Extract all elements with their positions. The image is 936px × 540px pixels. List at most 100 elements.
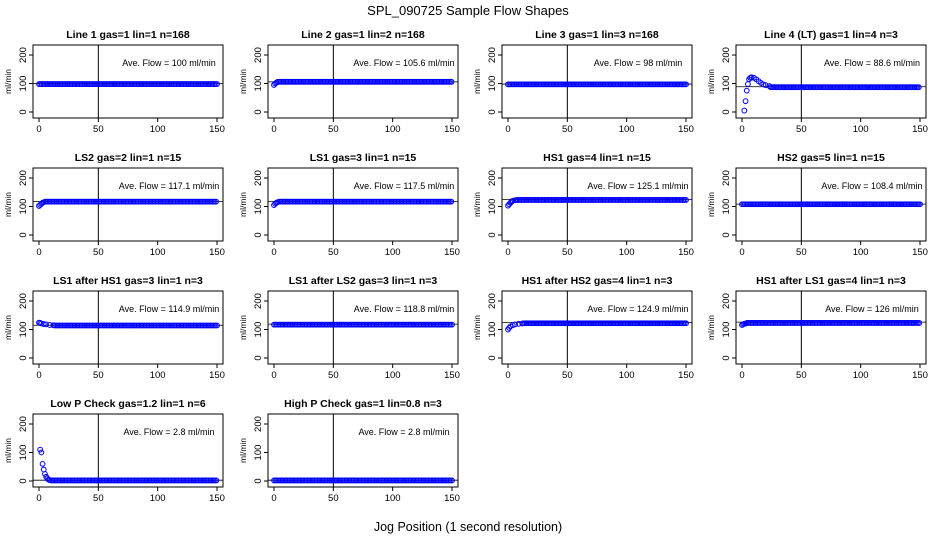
plot-frame	[267, 44, 459, 119]
plot-frame	[32, 167, 224, 242]
flow-series	[741, 74, 922, 114]
figure-x-axis-label: Jog Position (1 second resolution)	[374, 520, 562, 534]
y-tick-label: 0	[721, 355, 732, 360]
x-tick-label: 150	[912, 370, 928, 381]
x-tick-label: 100	[150, 493, 166, 504]
average-flow-annotation: Ave. Flow = 88.6 ml/min	[824, 58, 920, 68]
x-tick-label: 100	[150, 247, 166, 258]
data-point	[748, 74, 755, 81]
panel-title: LS1 after LS2 gas=3 lin=1 n=3	[289, 275, 438, 287]
x-tick-label: 50	[93, 124, 104, 135]
y-tick-label: 0	[18, 478, 29, 483]
x-tick-label: 100	[619, 370, 635, 381]
panel-title: Line 1 gas=1 lin=1 n=168	[66, 29, 190, 41]
x-tick-label: 0	[505, 124, 510, 135]
x-tick-label: 150	[444, 247, 460, 258]
average-flow-annotation: Ave. Flow = 126 ml/min	[825, 304, 919, 314]
x-tick-label: 100	[853, 370, 869, 381]
y-tick-label: 200	[487, 47, 498, 63]
x-tick-label: 100	[385, 493, 401, 504]
y-axis-label: ml/min	[238, 438, 248, 463]
y-tick-label: 200	[18, 47, 29, 63]
x-tick-label: 50	[328, 493, 339, 504]
average-flow-annotation: Ave. Flow = 100 ml/min	[122, 58, 216, 68]
x-tick-label: 150	[678, 370, 694, 381]
average-flow-annotation: Ave. Flow = 2.8 ml/min	[358, 427, 449, 437]
y-axis-label: ml/min	[238, 192, 248, 217]
data-point	[448, 198, 455, 205]
y-tick-label: 0	[253, 109, 264, 114]
flow-series	[739, 201, 923, 208]
x-tick-label: 50	[562, 370, 573, 381]
flow-panel: LS1 after LS2 gas=3 lin=1 n=3 0 100 200 ml/m…	[238, 275, 460, 381]
flow-panel: Line 3 gas=1 lin=3 n=168 0 100 200 ml/min 0 50…	[472, 29, 694, 135]
y-axis-label: ml/min	[3, 69, 13, 94]
y-tick-label: 100	[253, 322, 264, 338]
y-tick-label: 200	[721, 170, 732, 186]
x-tick-label: 150	[444, 370, 460, 381]
data-point	[509, 197, 516, 204]
y-tick-label: 0	[487, 232, 498, 237]
panel-title: Line 4 (LT) gas=1 lin=4 n=3	[764, 29, 898, 41]
y-tick-label: 0	[18, 355, 29, 360]
flow-panel: High P Check gas=1 lin=0.8 n=3 0 100 200 ml/…	[238, 398, 460, 504]
y-tick-label: 200	[253, 170, 264, 186]
flow-series	[505, 197, 689, 209]
plot-frame	[32, 413, 224, 488]
x-tick-label: 150	[678, 247, 694, 258]
average-flow-annotation: Ave. Flow = 125.1 ml/min	[587, 181, 688, 191]
x-tick-label: 150	[209, 124, 225, 135]
average-flow-annotation: Ave. Flow = 117.5 ml/min	[354, 181, 454, 191]
data-point	[213, 198, 219, 205]
x-tick-label: 0	[739, 247, 744, 258]
data-point	[762, 82, 769, 89]
data-point	[213, 477, 220, 484]
x-tick-label: 150	[209, 493, 225, 504]
y-tick-label: 100	[721, 199, 732, 215]
x-tick-label: 100	[150, 370, 166, 381]
y-tick-label: 200	[18, 416, 29, 432]
average-flow-annotation: Ave. Flow = 114.9 ml/min	[119, 304, 219, 314]
flow-series	[505, 320, 689, 333]
data-point	[683, 197, 689, 203]
y-tick-label: 200	[253, 416, 264, 432]
flow-panel: Line 4 (LT) gas=1 lin=4 n=3 0 100 200 ml/min…	[706, 29, 928, 135]
x-tick-label: 100	[385, 124, 401, 135]
average-flow-annotation: Ave. Flow = 98 ml/min	[594, 58, 683, 68]
flow-panel: HS1 after HS2 gas=4 lin=1 n=3 0 100 200 ml/m…	[472, 275, 694, 381]
flow-panel: LS1 after HS1 gas=3 lin=1 n=3 0 100 200 ml/m…	[3, 275, 225, 381]
x-tick-label: 0	[36, 124, 41, 135]
flow-series	[36, 81, 220, 87]
plot-frame	[501, 290, 693, 365]
plot-frame	[735, 44, 927, 119]
plot-frame	[267, 290, 459, 365]
x-tick-label: 100	[853, 247, 869, 258]
average-flow-annotation: Ave. Flow = 124.9 ml/min	[587, 304, 688, 314]
y-tick-label: 100	[487, 322, 498, 338]
y-tick-label: 100	[18, 445, 29, 461]
y-axis-label: ml/min	[706, 192, 716, 217]
plot-frame	[32, 290, 224, 365]
x-tick-label: 0	[36, 493, 41, 504]
flow-panel: LS1 gas=3 lin=1 n=15 0 100 200 ml/min 0 50 100 1…	[238, 152, 460, 258]
panel-title: LS1 gas=3 lin=1 n=15	[310, 152, 417, 164]
y-tick-label: 100	[18, 322, 29, 338]
y-tick-label: 0	[487, 109, 498, 114]
flow-panel: LS2 gas=2 lin=1 n=15 0 100 200 ml/min 0 50 100 1…	[3, 152, 225, 258]
x-tick-label: 0	[739, 124, 744, 135]
x-tick-label: 50	[328, 247, 339, 258]
average-flow-annotation: Ave. Flow = 2.8 ml/min	[123, 427, 214, 437]
panel-title: HS1 after LS1 gas=4 lin=1 n=3	[756, 275, 906, 287]
data-point	[38, 449, 45, 456]
average-flow-annotation: Ave. Flow = 117.1 ml/min	[119, 181, 219, 191]
flow-panel: Low P Check gas=1.2 lin=1 n=6 0 100 200 ml/m…	[3, 398, 225, 504]
x-tick-label: 0	[271, 370, 276, 381]
y-tick-label: 0	[487, 355, 498, 360]
y-axis-label: ml/min	[3, 192, 13, 217]
y-tick-label: 0	[253, 232, 264, 237]
panel-grid: Line 1 gas=1 lin=1 n=168 0 100 200 ml/min 0 50…	[3, 29, 928, 504]
panel-title: HS1 after HS2 gas=4 lin=1 n=3	[522, 275, 673, 287]
x-tick-label: 150	[912, 247, 928, 258]
y-tick-label: 0	[253, 478, 264, 483]
